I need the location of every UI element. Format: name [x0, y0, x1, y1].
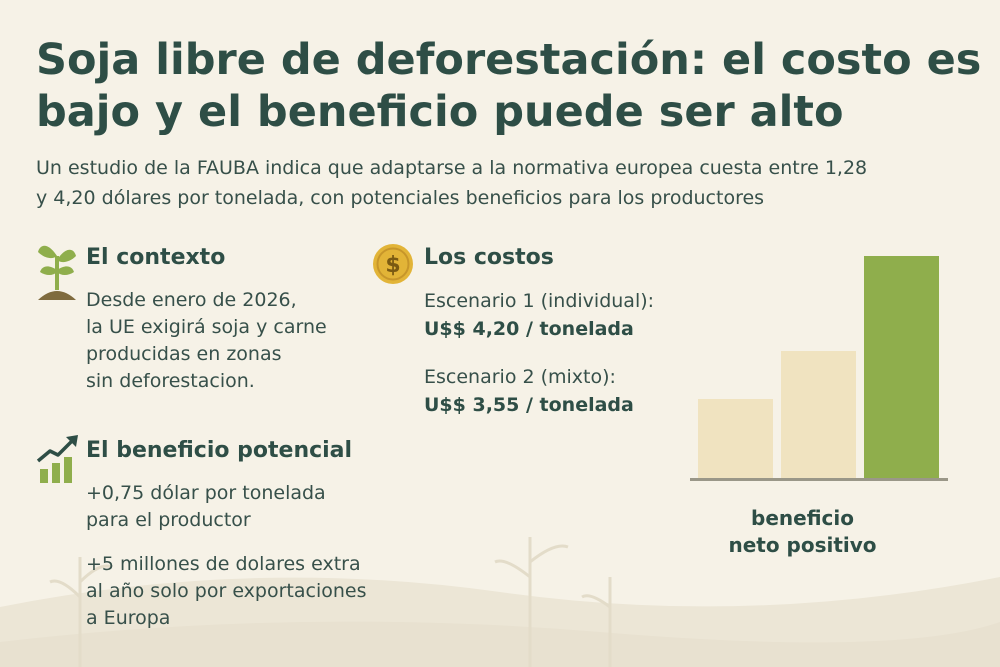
- benefit-line: para el productor: [86, 509, 251, 531]
- growth-chart-icon: [36, 435, 78, 483]
- benefit-heading: El beneficio potencial: [86, 438, 353, 463]
- svg-text:$: $: [385, 253, 400, 278]
- chart-bar: [781, 351, 856, 478]
- subtitle: Un estudio de la FAUBA indica que adapta…: [36, 153, 976, 213]
- chart-caption-line: beneficio: [751, 506, 854, 530]
- benefit-line: al año solo por exportaciones: [86, 580, 367, 602]
- page-title: Soja libre de deforestación: el costo es…: [36, 34, 982, 138]
- context-text: Desde enero de 2026, la UE exigirá soja …: [86, 287, 327, 395]
- scenario2-label: Escenario 2 (mixto):: [424, 366, 616, 388]
- chart-caption-line: neto positivo: [728, 533, 877, 557]
- dollar-coin-icon: $: [373, 244, 413, 284]
- context-line: Desde enero de 2026,: [86, 289, 297, 311]
- context-heading: El contexto: [86, 245, 226, 270]
- benefit-bar-chart: [690, 240, 950, 485]
- context-line: la UE exigirá soja y carne: [86, 316, 327, 338]
- costs-heading: Los costos: [424, 245, 554, 270]
- scenario2-value: U$$ 3,55 / tonelada: [424, 394, 634, 416]
- benefit-line: +5 millones de dolares extra: [86, 553, 361, 575]
- benefit-line: a Europa: [86, 607, 171, 629]
- background-field-illustration: [0, 537, 1000, 667]
- title-line: bajo y el beneficio puede ser alto: [36, 87, 844, 137]
- title-line: Soja libre de deforestación: el costo es: [36, 35, 982, 85]
- subtitle-line: Un estudio de la FAUBA indica que adapta…: [36, 157, 868, 179]
- chart-caption: beneficio neto positivo: [700, 505, 905, 559]
- subtitle-line: y 4,20 dólares por tonelada, con potenci…: [36, 187, 765, 209]
- chart-baseline: [690, 478, 948, 481]
- benefit-item-producer: +0,75 dólar por tonelada para el product…: [86, 480, 326, 534]
- context-line: producidas en zonas: [86, 343, 282, 365]
- chart-bar: [864, 256, 939, 478]
- benefit-item-exports: +5 millones de dolares extra al año solo…: [86, 551, 366, 632]
- sprout-icon: [38, 245, 76, 300]
- benefit-line: +0,75 dólar por tonelada: [86, 482, 326, 504]
- scenario1-value: U$$ 4,20 / tonelada: [424, 318, 634, 340]
- context-line: sin deforestacion.: [86, 370, 255, 392]
- scenario1-label: Escenario 1 (individual):: [424, 290, 655, 312]
- chart-bar: [698, 398, 773, 478]
